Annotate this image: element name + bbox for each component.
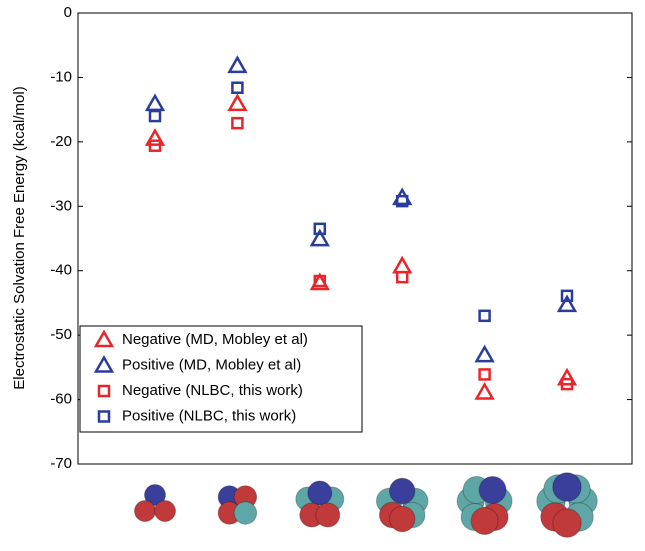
atom	[389, 506, 415, 532]
y-tick-label: -60	[50, 391, 72, 408]
square-marker	[232, 118, 242, 128]
legend-entry: Positive (MD, Mobley et al)	[122, 356, 301, 373]
square-marker	[150, 111, 160, 121]
atom	[234, 502, 257, 525]
y-tick-label: -70	[50, 455, 72, 472]
atom	[553, 473, 582, 502]
legend-label: Positive (NLBC, this work)	[122, 407, 296, 424]
square-marker	[480, 369, 490, 379]
y-tick-label: -40	[50, 262, 72, 279]
atom	[471, 508, 498, 535]
y-axis-label: Electrostatic Solvation Free Energy (kca…	[11, 86, 28, 389]
atom	[479, 477, 506, 504]
triangle-marker	[477, 347, 493, 361]
legend-entry: Positive (NLBC, this work)	[122, 407, 296, 424]
y-tick-label: 0	[64, 4, 72, 21]
triangle-marker	[229, 58, 245, 72]
atom	[308, 481, 332, 505]
y-tick-label: -10	[50, 68, 72, 85]
legend-label: Negative (NLBC, this work)	[122, 382, 303, 399]
y-tick-label: -30	[50, 197, 72, 214]
legend-entry: Negative (NLBC, this work)	[122, 382, 303, 399]
square-marker	[480, 311, 490, 321]
legend-label: Negative (MD, Mobley et al)	[122, 331, 308, 348]
atom	[135, 501, 156, 522]
legend-entry: Negative (MD, Mobley et al)	[122, 331, 308, 348]
molecule	[296, 481, 344, 527]
molecule	[218, 486, 257, 525]
molecule	[376, 478, 428, 532]
legend-label: Positive (MD, Mobley et al)	[122, 356, 301, 373]
chart: Electrostatic Solvation Free Energy (kca…	[0, 0, 645, 546]
triangle-marker	[477, 384, 493, 398]
molecule	[457, 477, 512, 535]
atom	[155, 501, 176, 522]
square-marker	[232, 83, 242, 93]
triangle-marker	[229, 96, 245, 110]
triangle-marker	[147, 96, 163, 110]
y-tick-label: -20	[50, 133, 72, 150]
atom	[553, 509, 582, 538]
atom	[316, 503, 340, 527]
atom	[389, 478, 415, 504]
square-marker	[397, 272, 407, 282]
molecule	[135, 485, 176, 522]
molecule	[537, 473, 598, 538]
y-tick-label: -50	[50, 326, 72, 343]
triangle-marker	[394, 258, 410, 272]
